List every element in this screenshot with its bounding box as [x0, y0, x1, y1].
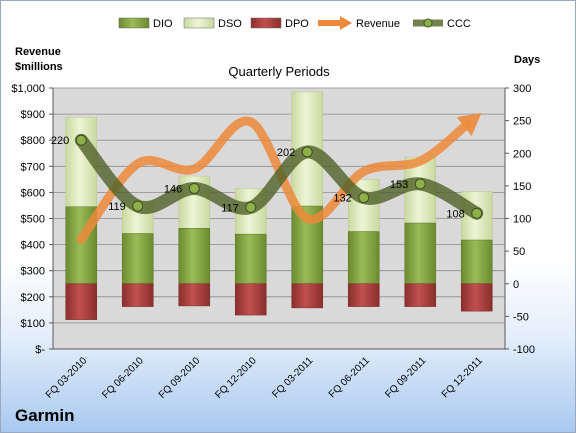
ccc-data-label: 117 [221, 202, 239, 214]
right-tick-label: -50 [513, 311, 529, 323]
right-axis-label: Days [514, 54, 540, 66]
ccc-marker [471, 207, 483, 219]
dpo-bar [347, 283, 380, 307]
left-tick-label: $100 [21, 318, 45, 330]
ccc-data-label: 220 [51, 135, 69, 147]
legend-label-revenue: Revenue [356, 18, 400, 30]
legend-marker-ccc [423, 18, 433, 28]
dio-bar [347, 231, 380, 285]
ccc-data-label: 119 [108, 201, 126, 213]
left-tick-label: $900 [21, 109, 45, 121]
legend-swatch-dso [183, 17, 215, 29]
right-tick-label: 100 [513, 214, 531, 226]
legend-swatch-dpo [250, 17, 282, 29]
right-tick-label: 250 [513, 116, 531, 128]
dpo-bar [291, 283, 324, 309]
plot-area: $- $100 $200 $300 $400 $500 $600 $700 $800 $900 $1… [11, 83, 535, 401]
category-label: FQ 09-2010 [157, 355, 203, 401]
left-axis-label-line1: Revenue [15, 46, 61, 58]
dio-bar [460, 239, 493, 284]
left-tick-label: $200 [21, 292, 45, 304]
company-name: Garmin [15, 406, 75, 425]
dpo-bar [178, 283, 211, 307]
dpo-bar [65, 283, 98, 320]
dio-bar [404, 222, 437, 285]
dio-bar [178, 228, 211, 285]
right-tick-label: 150 [513, 181, 531, 193]
right-tick-label: -100 [513, 344, 535, 356]
dio-bar [234, 233, 267, 285]
category-label: FQ 09-2011 [383, 355, 428, 400]
left-tick-label: $1,000 [11, 83, 45, 95]
ccc-marker [132, 200, 144, 212]
ccc-data-label: 202 [277, 147, 295, 159]
ccc-data-label: 132 [333, 193, 351, 205]
left-tick-label: $400 [21, 240, 45, 252]
left-tick-label: $500 [21, 214, 45, 226]
left-tick-label: $- [35, 344, 45, 356]
right-tick-label: 200 [513, 148, 531, 160]
legend-swatch-dio [118, 17, 150, 29]
right-tick-label: 0 [513, 279, 519, 291]
category-label: FQ 06-2010 [100, 355, 146, 401]
legend-label-dio: DIO [153, 18, 173, 30]
legend-arrowhead-revenue [340, 16, 352, 30]
left-axis-label-line2: $millions [15, 61, 63, 73]
dpo-bar [121, 283, 154, 307]
category-label: FQ 03-2011 [270, 355, 315, 400]
ccc-marker [414, 178, 426, 190]
right-tick-label: 300 [513, 83, 531, 95]
ccc-data-label: 108 [446, 208, 464, 220]
right-tick-label: 50 [513, 246, 525, 258]
ccc-data-label: 146 [164, 183, 182, 195]
legend-label-dpo: DPO [285, 18, 309, 30]
revenue-arrowhead [456, 113, 482, 137]
ccc-marker [358, 192, 370, 204]
dio-bar [121, 233, 154, 285]
category-label: FQ 12-2010 [213, 355, 259, 401]
revenue-line [76, 116, 472, 244]
ccc-marker [301, 146, 313, 158]
dpo-bar [404, 283, 437, 307]
dpo-bar [460, 283, 493, 312]
legend-label-dso: DSO [218, 18, 242, 30]
chart-title: Quarterly Periods [228, 64, 330, 79]
category-label: FQ 12-2011 [440, 355, 485, 400]
left-tick-label: $300 [21, 266, 45, 278]
dpo-bar [234, 283, 267, 316]
category-label: FQ 06-2011 [327, 355, 372, 400]
left-tick-label: $700 [21, 161, 45, 173]
ccc-marker [245, 201, 257, 213]
ccc-data-label: 153 [390, 179, 408, 191]
ccc-marker [75, 134, 87, 146]
left-tick-label: $800 [21, 135, 45, 147]
legend-label-ccc: CCC [447, 18, 471, 30]
left-tick-label: $600 [21, 187, 45, 199]
ccc-marker [188, 182, 200, 194]
legend: DIO DSO DPO Revenue CCC [118, 16, 471, 30]
category-label: FQ 03-2010 [44, 355, 90, 401]
